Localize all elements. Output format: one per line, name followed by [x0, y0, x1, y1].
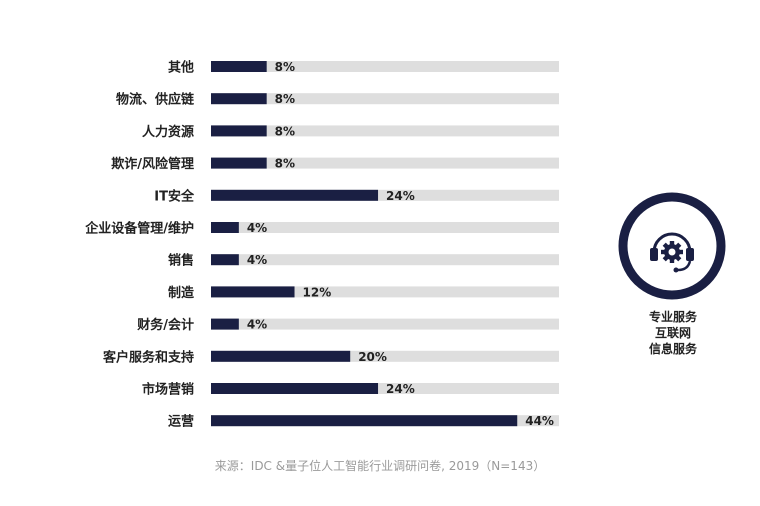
headset-gear-icon [618, 192, 726, 300]
bar-9 [211, 350, 351, 362]
source-note: 来源：IDC &量子位人工智能行业调研问卷, 2019（N=143） [214, 459, 546, 473]
bar-11 [211, 415, 518, 427]
bar-7 [211, 286, 295, 298]
bar-2 [211, 125, 267, 137]
category-label-10: 市场营销 [142, 382, 194, 398]
category-label-0: 其他 [168, 60, 194, 76]
bar-10 [211, 383, 379, 394]
bar-track-6 [211, 254, 559, 266]
bars-group: 其他 8% 物流、供应链 8% 人力资源 8% 欺诈/风险管理 8% IT安全 24% 企业设备管理… [84, 60, 559, 430]
bar-track-8 [211, 318, 559, 330]
bar-track-5 [211, 222, 559, 233]
badge-line-3: 信息服务 [648, 342, 697, 356]
value-label-4: 24% [386, 189, 415, 203]
bar-6 [211, 254, 239, 266]
value-label-10: 24% [386, 382, 415, 396]
bar-track-4 [211, 189, 559, 201]
category-label-1: 物流、供应链 [116, 92, 195, 108]
bar-track-9 [211, 350, 559, 362]
value-label-6: 4% [247, 253, 267, 267]
badge-line-2: 互联网 [654, 326, 691, 340]
bar-track-2 [211, 125, 559, 137]
value-label-11: 44% [525, 414, 554, 428]
value-label-7: 12% [303, 285, 332, 299]
value-label-2: 8% [275, 124, 295, 138]
badge-line-1: 专业服务 [648, 310, 697, 324]
category-label-4: IT安全 [154, 188, 195, 204]
bar-5 [211, 222, 239, 233]
bar-track-7 [211, 286, 559, 298]
category-label-2: 人力资源 [142, 124, 194, 140]
value-label-9: 20% [358, 350, 387, 364]
category-label-8: 财务/会计 [137, 317, 194, 333]
bar-track-0 [211, 61, 559, 72]
category-label-3: 欺诈/风险管理 [111, 156, 194, 172]
category-label-5: 企业设备管理/维护 [84, 221, 194, 237]
value-label-0: 8% [275, 60, 295, 74]
bar-4 [211, 189, 379, 201]
category-label-6: 销售 [168, 253, 194, 269]
category-label-7: 制造 [168, 285, 195, 301]
value-label-3: 8% [275, 157, 295, 171]
value-label-8: 4% [247, 318, 267, 332]
bar-track-3 [211, 157, 559, 169]
category-label-9: 客户服务和支持 [103, 349, 194, 365]
bar-8 [211, 318, 239, 330]
category-label-11: 运营 [168, 414, 194, 430]
bar-3 [211, 157, 267, 169]
bar-track-10 [211, 383, 559, 394]
bar-track-1 [211, 93, 559, 105]
value-label-5: 4% [247, 221, 267, 235]
bar-0 [211, 61, 267, 72]
value-label-1: 8% [275, 92, 295, 106]
bar-1 [211, 93, 267, 105]
